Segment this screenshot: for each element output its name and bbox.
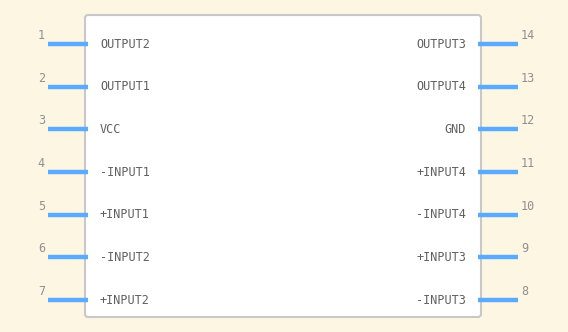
Text: +INPUT3: +INPUT3 [416,251,466,264]
Text: 5: 5 [38,200,45,213]
Text: OUTPUT4: OUTPUT4 [416,80,466,93]
Text: 6: 6 [38,242,45,255]
Text: -INPUT1: -INPUT1 [100,165,150,179]
Text: 7: 7 [38,285,45,298]
Text: -INPUT3: -INPUT3 [416,293,466,306]
Text: -INPUT2: -INPUT2 [100,251,150,264]
Text: 3: 3 [38,114,45,127]
Text: OUTPUT1: OUTPUT1 [100,80,150,93]
Text: +INPUT1: +INPUT1 [100,208,150,221]
Text: 4: 4 [38,157,45,170]
Text: GND: GND [445,123,466,136]
Text: 8: 8 [521,285,528,298]
Text: 11: 11 [521,157,535,170]
Text: 2: 2 [38,72,45,85]
Text: +INPUT4: +INPUT4 [416,165,466,179]
Text: 9: 9 [521,242,528,255]
Text: 12: 12 [521,114,535,127]
Text: VCC: VCC [100,123,122,136]
Text: 14: 14 [521,29,535,42]
Text: +INPUT2: +INPUT2 [100,293,150,306]
Text: 1: 1 [38,29,45,42]
Text: 10: 10 [521,200,535,213]
Text: OUTPUT2: OUTPUT2 [100,38,150,50]
Text: -INPUT4: -INPUT4 [416,208,466,221]
FancyBboxPatch shape [85,15,481,317]
Text: 13: 13 [521,72,535,85]
Text: OUTPUT3: OUTPUT3 [416,38,466,50]
